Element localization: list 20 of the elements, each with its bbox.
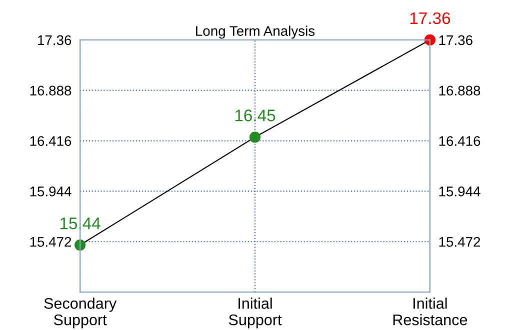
y-tick-label: 16.416 [30,136,72,146]
y2-tick-label: 17.36 [439,35,472,46]
y-tick-label: 15.944 [30,186,72,196]
point [424,34,436,46]
y2-tick-label: 15.472 [439,236,480,247]
y2-tick-label: 16.888 [439,86,480,96]
y2-tick-label: 16.416 [439,136,480,146]
x-tick-label: Initial Support [228,298,282,328]
y-tick-label: 16.888 [30,86,72,96]
point [249,132,261,143]
data-label: 17.36 [410,12,450,24]
chart-title: Long Term Analysis [196,26,315,39]
y2-tick-label: 15.944 [439,186,480,196]
data-label: 15.44 [60,218,100,230]
x-tick-label: Secondary Support [44,298,117,328]
point [74,239,86,251]
y-tick-label: 17.36 [38,35,72,46]
y-tick-label: 15.472 [30,236,72,247]
data-label: 16.45 [235,110,276,122]
x-tick-label: Initial Resistance [393,298,468,326]
